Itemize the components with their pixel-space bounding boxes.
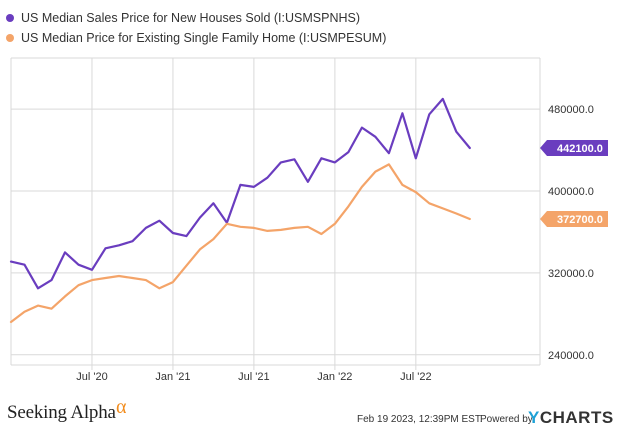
end-value-label: 442100.0 — [557, 143, 603, 155]
series-line-existing-homes[interactable] — [9, 163, 471, 324]
x-tick-label: Jul '20 — [76, 371, 107, 383]
end-value-badge — [540, 210, 608, 227]
y-tick-label: 320000.0 — [548, 268, 594, 280]
legend-item-existing-homes[interactable]: US Median Price for Existing Single Fami… — [6, 28, 386, 48]
x-tick-label: Jul '21 — [238, 371, 269, 383]
footer: Seeking Alpha α Feb 19 2023, 12:39PM EST… — [0, 396, 635, 433]
series-line-new-houses[interactable] — [9, 97, 471, 290]
alpha-icon: α — [116, 396, 127, 418]
timestamp: Feb 19 2023, 12:39PM EST. — [357, 414, 483, 425]
legend: US Median Sales Price for New Houses Sol… — [6, 8, 386, 48]
seeking-alpha-logo[interactable]: Seeking Alpha — [7, 402, 116, 423]
ycharts-y: Y — [528, 408, 540, 427]
legend-label: US Median Sales Price for New Houses Sol… — [21, 11, 361, 25]
ycharts-rest: CHARTS — [539, 408, 614, 427]
x-tick-label: Jul '22 — [400, 371, 431, 383]
legend-dot-icon — [6, 34, 14, 42]
legend-dot-icon — [6, 14, 14, 22]
legend-item-new-houses[interactable]: US Median Sales Price for New Houses Sol… — [6, 8, 386, 28]
end-value-badge — [540, 139, 608, 156]
ycharts-logo[interactable]: YCHARTS — [528, 408, 614, 428]
line-chart: 480000.0 400000.0 320000.0 240000.0 Jul '20 J… — [9, 57, 608, 383]
powered-by-text: Powered by — [480, 414, 533, 425]
x-tick-label: Jan '21 — [155, 371, 190, 383]
y-tick-label: 480000.0 — [548, 104, 594, 116]
end-value-label: 372700.0 — [557, 214, 603, 226]
legend-label: US Median Price for Existing Single Fami… — [21, 31, 387, 45]
y-tick-label: 240000.0 — [548, 350, 594, 362]
x-tick-label: Jan '22 — [317, 371, 352, 383]
y-tick-label: 400000.0 — [548, 186, 594, 198]
